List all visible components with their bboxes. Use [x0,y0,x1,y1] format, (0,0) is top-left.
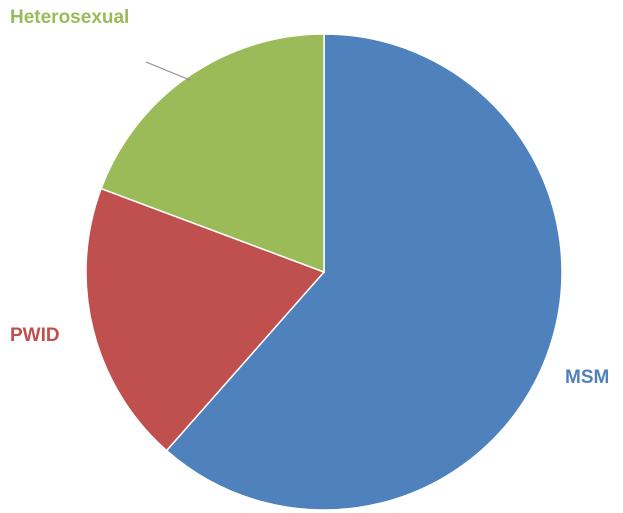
pie-slice-heterosexual [100,33,325,274]
slice-label-heterosexual: Heterosexual [10,7,129,28]
pie-slice-msm [165,33,563,511]
pie-slices [85,33,563,511]
pie-slice-pwid [85,187,326,452]
heterosexual-leader-line [145,61,191,81]
slice-label-pwid: PWID [10,325,60,346]
slice-label-msm: MSM [565,367,609,388]
